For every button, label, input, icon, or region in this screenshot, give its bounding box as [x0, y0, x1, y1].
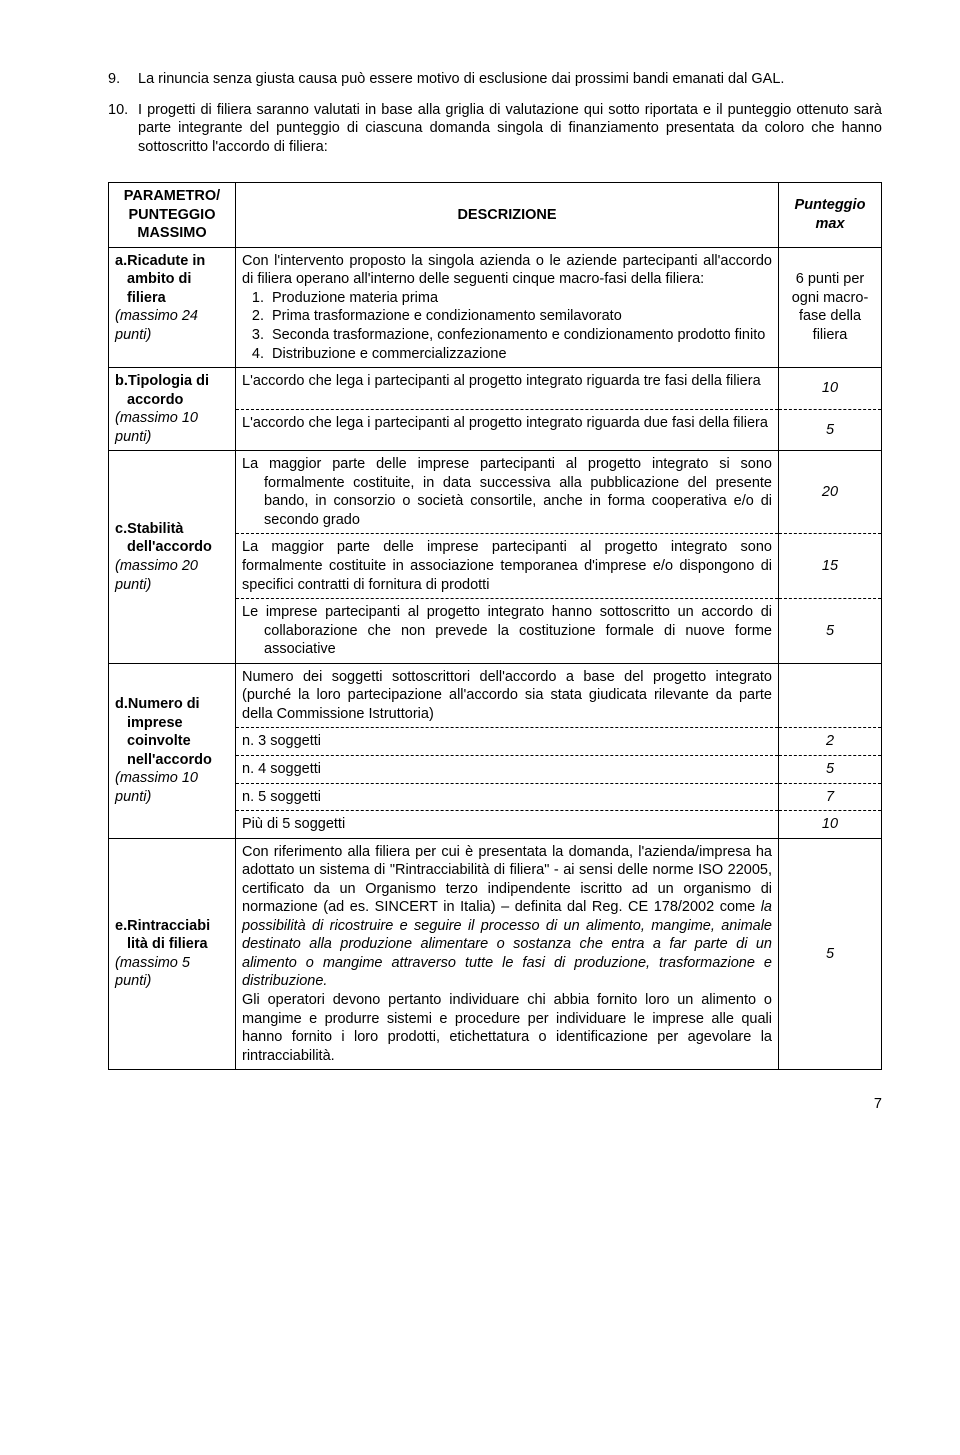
row-c-punt-1: 20 — [779, 451, 882, 534]
row-a-item-4: Distribuzione e commercializzazione — [268, 345, 772, 364]
row-b-1: b.Tipologia di accordo (massimo 10 punti… — [109, 368, 882, 410]
row-d-desc-4: n. 5 soggetti — [236, 783, 779, 811]
row-c-desc-1-txt: La maggior parte delle imprese partecipa… — [242, 455, 772, 529]
header-param: PARAMETRO/ PUNTEGGIO MASSIMO — [109, 183, 236, 248]
row-c-label-1: c.Stabilità — [115, 521, 184, 537]
row-a-param: a.Ricadute in ambito di filiera (massimo… — [109, 247, 236, 367]
page: 9. La rinuncia senza giusta causa può es… — [0, 0, 960, 1152]
row-d-1: d.Numero di imprese coinvolte nell'accor… — [109, 663, 882, 728]
row-d-label-2: imprese — [115, 715, 183, 731]
row-d-desc-1: Numero dei soggetti sottoscrittori dell'… — [236, 663, 779, 728]
row-d-param: d.Numero di imprese coinvolte nell'accor… — [109, 663, 236, 838]
row-b-label-2: accordo — [115, 392, 183, 408]
row-d-desc-3: n. 4 soggetti — [236, 755, 779, 783]
row-a-desc: Con l'intervento proposto la singola azi… — [236, 247, 779, 367]
para-text: I progetti di filiera saranno valutati i… — [138, 101, 882, 157]
row-a-label-1: a.Ricadute in — [115, 253, 205, 269]
row-c-label-2: dell'accordo — [115, 539, 212, 555]
paragraph-9: 9. La rinuncia senza giusta causa può es… — [108, 70, 882, 89]
row-e-desc: Con riferimento alla filiera per cui è p… — [236, 838, 779, 1070]
row-c-sub: (massimo 20 punti) — [115, 558, 198, 593]
row-c-desc-1: La maggior parte delle imprese partecipa… — [236, 451, 779, 534]
row-d-punt-2: 2 — [779, 728, 882, 756]
header-punt: Punteggio max — [779, 183, 882, 248]
row-a-item-1: Produzione materia prima — [268, 289, 772, 308]
row-b-sub: (massimo 10 punti) — [115, 410, 198, 445]
para-num: 10. — [108, 101, 138, 157]
row-c-1: c.Stabilità dell'accordo (massimo 20 pun… — [109, 451, 882, 534]
row-a-list: Produzione materia prima Prima trasforma… — [242, 289, 772, 363]
row-d-desc-2: n. 3 soggetti — [236, 728, 779, 756]
row-d-sub: (massimo 10 punti) — [115, 770, 198, 805]
header-desc: DESCRIZIONE — [236, 183, 779, 248]
para-text: La rinuncia senza giusta causa può esser… — [138, 70, 882, 89]
page-number: 7 — [108, 1096, 882, 1112]
row-a-punt: 6 punti per ogni macro-fase della filier… — [779, 247, 882, 367]
row-e: e.Rintracciabi lità di filiera (massimo … — [109, 838, 882, 1070]
row-b-param: b.Tipologia di accordo (massimo 10 punti… — [109, 368, 236, 451]
table-header-row: PARAMETRO/ PUNTEGGIO MASSIMO DESCRIZIONE… — [109, 183, 882, 248]
row-d-desc-5: Più di 5 soggetti — [236, 811, 779, 839]
row-c-desc-3-txt: Le imprese partecipanti al progetto inte… — [242, 603, 772, 659]
para-num: 9. — [108, 70, 138, 89]
row-b-desc-2: L'accordo che lega i partecipanti al pro… — [236, 409, 779, 451]
row-d-label-4: nell'accordo — [115, 752, 212, 768]
row-e-label-2: lità di filiera — [115, 936, 208, 952]
row-e-param: e.Rintracciabi lità di filiera (massimo … — [109, 838, 236, 1070]
row-a-item-2: Prima trasformazione e condizionamento s… — [268, 307, 772, 326]
header-punt-l2: max — [815, 216, 844, 232]
row-a-desc-intro: Con l'intervento proposto la singola azi… — [242, 253, 772, 288]
row-a: a.Ricadute in ambito di filiera (massimo… — [109, 247, 882, 367]
row-c-punt-2: 15 — [779, 534, 882, 599]
row-b-desc-1: L'accordo che lega i partecipanti al pro… — [236, 368, 779, 410]
row-e-desc-p3: Gli operatori devono pertanto individuar… — [242, 992, 772, 1064]
row-c-param: c.Stabilità dell'accordo (massimo 20 pun… — [109, 451, 236, 663]
row-e-punt: 5 — [779, 838, 882, 1070]
row-d-punt-1 — [779, 663, 882, 728]
row-b-punt-1: 10 — [779, 368, 882, 410]
row-a-item-3: Seconda trasformazione, confezionamento … — [268, 326, 772, 345]
row-e-label-1: e.Rintracciabi — [115, 918, 210, 934]
row-d-label-1: d.Numero di — [115, 696, 200, 712]
row-e-sub: (massimo 5 punti) — [115, 955, 190, 990]
row-b-label-1: b.Tipologia di — [115, 373, 209, 389]
row-d-punt-3: 5 — [779, 755, 882, 783]
criteria-table: PARAMETRO/ PUNTEGGIO MASSIMO DESCRIZIONE… — [108, 182, 882, 1070]
row-c-desc-3: Le imprese partecipanti al progetto inte… — [236, 599, 779, 664]
row-e-desc-p1: Con riferimento alla filiera per cui è p… — [242, 844, 772, 916]
row-d-punt-5: 10 — [779, 811, 882, 839]
paragraph-10: 10. I progetti di filiera saranno valuta… — [108, 101, 882, 157]
header-punt-l1: Punteggio — [795, 197, 866, 213]
row-a-label-2: ambito di — [115, 271, 191, 287]
row-a-label-3: filiera — [115, 290, 166, 306]
row-b-punt-2: 5 — [779, 409, 882, 451]
row-a-sub: (massimo 24 punti) — [115, 308, 198, 343]
row-c-desc-2: La maggior parte delle imprese partecipa… — [236, 534, 779, 599]
row-c-punt-3: 5 — [779, 599, 882, 664]
row-d-punt-4: 7 — [779, 783, 882, 811]
row-d-label-3: coinvolte — [115, 733, 191, 749]
